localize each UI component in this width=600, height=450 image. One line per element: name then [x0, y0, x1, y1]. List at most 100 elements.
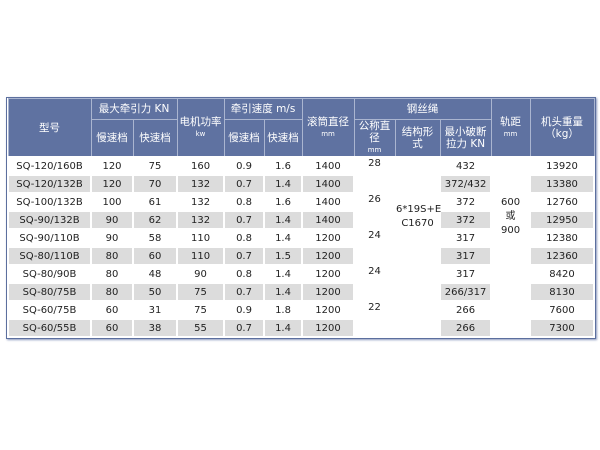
cell-speed-fast: 1.5 — [263, 246, 304, 266]
cell-speed-slow: 0.7 — [223, 282, 266, 302]
cell-model: SQ-80/90B — [7, 264, 92, 284]
table-row: SQ-60/55B 60 38 55 0.7 1.4 1200 266 7300 — [7, 318, 595, 338]
cell-motor-power: 75 — [176, 300, 226, 320]
cell-weight: 7600 — [529, 300, 595, 320]
header-max-traction: 最大牵引力 KN — [90, 98, 178, 120]
cell-min-break: 372 — [439, 192, 493, 212]
cell-motor-power: 75 — [176, 282, 226, 302]
header-nominal-dia: 公称直径 mm — [353, 119, 396, 158]
cell-drum-dia: 1200 — [301, 264, 356, 284]
cell-min-break: 317 — [439, 246, 493, 266]
cell-speed-fast: 1.4 — [263, 282, 304, 302]
cell-traction-fast: 62 — [131, 210, 179, 230]
cell-motor-power: 132 — [176, 210, 226, 230]
header-min-break: 最小破断拉力 KN — [439, 119, 492, 158]
table-row: SQ-80/75B 80 50 75 0.7 1.4 1200 266/317 8130 — [7, 282, 595, 302]
cell-speed-slow: 0.8 — [223, 264, 266, 284]
cell-motor-power: 110 — [176, 228, 226, 248]
cell-traction-slow: 90 — [90, 228, 134, 248]
cell-traction-fast: 70 — [131, 174, 179, 194]
cell-min-break: 266/317 — [439, 282, 493, 302]
cell-min-break: 317 — [439, 264, 493, 284]
cell-drum-dia: 1400 — [301, 210, 356, 230]
table-row: SQ-60/75B 60 31 75 0.9 1.8 1200 22 266 7600 — [7, 300, 595, 338]
cell-model: SQ-120/160B — [7, 156, 92, 176]
header-speed-fast: 快速档 — [263, 119, 303, 158]
header-motor-power-label: 电机功率 — [179, 115, 222, 128]
cell-model: SQ-60/55B — [7, 318, 92, 338]
cell-speed-fast: 1.6 — [263, 156, 304, 176]
cell-traction-slow: 80 — [90, 246, 134, 266]
cell-drum-dia: 1200 — [301, 300, 356, 320]
table-row: SQ-100/132B 100 61 132 0.8 1.6 1400 26 372 12760 — [7, 192, 595, 230]
cell-traction-fast: 60 — [131, 246, 179, 266]
cell-drum-dia: 1200 — [301, 282, 356, 302]
header-speed-slow: 慢速档 — [223, 119, 265, 158]
cell-motor-power: 55 — [176, 318, 226, 338]
table-row: SQ-120/160B 120 75 160 0.9 1.6 1400 28 6*19S+E C… — [7, 156, 595, 338]
header-weight: 机头重量 （kg） — [529, 98, 595, 158]
cell-speed-slow: 0.7 — [223, 318, 266, 338]
cell-traction-fast: 31 — [131, 300, 179, 320]
cell-traction-fast: 38 — [131, 318, 179, 338]
cell-speed-slow: 0.8 — [223, 192, 266, 212]
header-gauge-label: 轨距 — [500, 115, 522, 128]
cell-weight: 8130 — [529, 282, 595, 302]
header-weight-unit: （kg） — [545, 127, 579, 140]
cell-weight: 12380 — [529, 228, 595, 248]
cell-rope-dia: 28 — [353, 156, 397, 194]
cell-model: SQ-60/75B — [7, 300, 92, 320]
cell-weight: 12760 — [529, 192, 595, 212]
cell-speed-slow: 0.7 — [223, 210, 266, 230]
cell-motor-power: 132 — [176, 174, 226, 194]
table-row: SQ-80/110B 80 60 110 0.7 1.5 1200 317 12360 — [7, 246, 595, 266]
cell-traction-fast: 50 — [131, 282, 179, 302]
cell-speed-slow: 0.7 — [223, 174, 266, 194]
cell-model: SQ-100/132B — [7, 192, 92, 212]
cell-traction-slow: 100 — [90, 192, 134, 212]
cell-traction-fast: 75 — [131, 156, 179, 176]
cell-traction-slow: 80 — [90, 264, 134, 284]
cell-model: SQ-90/132B — [7, 210, 92, 230]
cell-structure: 6*19S+E C1670 — [394, 156, 441, 338]
cell-rope-dia: 26 — [353, 192, 397, 230]
cell-gauge: 600 或 900 — [490, 156, 532, 338]
cell-traction-slow: 120 — [90, 156, 134, 176]
cell-drum-dia: 1400 — [301, 192, 356, 212]
table-row: SQ-90/132B 90 62 132 0.7 1.4 1400 372 12950 — [7, 210, 595, 230]
cell-traction-slow: 120 — [90, 174, 134, 194]
cell-speed-fast: 1.4 — [263, 318, 304, 338]
cell-speed-fast: 1.4 — [263, 228, 304, 248]
cell-weight: 12360 — [529, 246, 595, 266]
cell-speed-fast: 1.8 — [263, 300, 304, 320]
header-nominal-unit: mm — [367, 146, 382, 154]
header-nominal-label: 公称直径 — [358, 120, 391, 144]
header-gauge: 轨距 mm — [490, 98, 531, 158]
header-speed: 牵引速度 m/s — [223, 98, 303, 120]
cell-traction-slow: 60 — [90, 300, 134, 320]
cell-speed-fast: 1.4 — [263, 210, 304, 230]
cell-speed-fast: 1.6 — [263, 192, 304, 212]
cell-model: SQ-90/110B — [7, 228, 92, 248]
header-weight-label: 机头重量 — [541, 115, 584, 128]
cell-weight: 13920 — [529, 156, 595, 176]
header-structure: 结构形式 — [394, 119, 441, 158]
header-model: 型号 — [7, 98, 92, 158]
cell-speed-slow: 0.9 — [223, 300, 266, 320]
header-motor-power: 电机功率 kw — [176, 98, 225, 158]
header-rope: 钢丝绳 — [353, 98, 492, 120]
cell-drum-dia: 1400 — [301, 156, 356, 176]
cell-motor-power: 110 — [176, 246, 226, 266]
cell-speed-slow: 0.9 — [223, 156, 266, 176]
cell-traction-slow: 80 — [90, 282, 134, 302]
cell-traction-fast: 61 — [131, 192, 179, 212]
cell-min-break: 372 — [439, 210, 493, 230]
header-drum-unit: mm — [321, 129, 335, 138]
cell-drum-dia: 1200 — [301, 318, 356, 338]
cell-traction-fast: 58 — [131, 228, 179, 248]
cell-traction-slow: 90 — [90, 210, 134, 230]
header-traction-fast: 快速档 — [132, 119, 178, 158]
cell-rope-dia: 24 — [353, 264, 397, 302]
table-row: SQ-90/110B 90 58 110 0.8 1.4 1200 24 317 12380 — [7, 228, 595, 266]
cell-speed-slow: 0.8 — [223, 228, 266, 248]
